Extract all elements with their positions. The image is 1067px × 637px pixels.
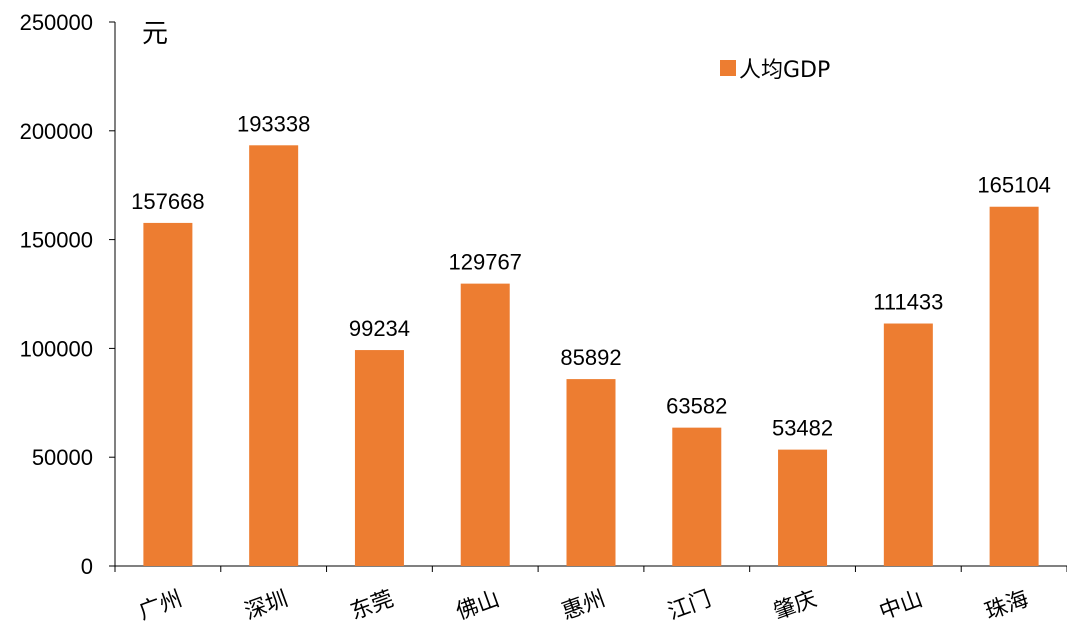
x-tick-label: 江门 (665, 587, 715, 626)
x-tick-label: 中山 (876, 587, 926, 626)
data-label: 63582 (666, 394, 727, 419)
bar (989, 206, 1039, 566)
legend-label: 人均GDP (739, 58, 830, 83)
bar (249, 145, 299, 566)
y-tick-label: 150000 (20, 228, 93, 253)
y-axis-unit-label: 元 (142, 19, 168, 49)
bar (354, 350, 404, 566)
y-tick-label: 250000 (20, 10, 93, 35)
x-axis-category-labels: 广州 深圳 东莞 佛山 惠州 江门 肇庆 中山 珠海 (136, 587, 1032, 626)
data-label: 85892 (560, 345, 621, 370)
data-label: 111433 (873, 290, 943, 315)
y-tick-label: 50000 (32, 445, 93, 470)
y-tick-label: 100000 (20, 336, 93, 361)
x-tick-label: 肇庆 (770, 587, 820, 626)
x-tick-label: 东莞 (347, 587, 397, 626)
data-label: 193338 (237, 111, 310, 136)
y-tick-label: 0 (81, 554, 93, 579)
bar (143, 222, 193, 566)
legend: 人均GDP (720, 58, 830, 83)
bar (672, 427, 722, 566)
data-label: 53482 (772, 416, 833, 441)
bar (460, 283, 510, 566)
bar (566, 379, 616, 566)
data-label: 157668 (131, 189, 204, 214)
x-tick-label: 惠州 (559, 587, 609, 626)
bar-series (143, 145, 1039, 566)
x-tick-label: 珠海 (982, 587, 1032, 626)
bar (883, 323, 933, 566)
y-axis-ticks: 0 50000 100000 150000 200000 250000 (20, 10, 1067, 579)
legend-swatch (720, 60, 736, 76)
bar (778, 449, 828, 566)
data-labels: 157668 193338 99234 129767 85892 63582 53482 11… (131, 111, 1051, 440)
x-tick-label: 深圳 (241, 587, 291, 626)
y-tick-label: 200000 (20, 119, 93, 144)
data-label: 129767 (449, 250, 522, 275)
x-tick-label: 广州 (136, 587, 186, 626)
data-label: 165104 (977, 173, 1050, 198)
x-tick-label: 佛山 (453, 587, 503, 626)
data-label: 99234 (349, 316, 410, 341)
